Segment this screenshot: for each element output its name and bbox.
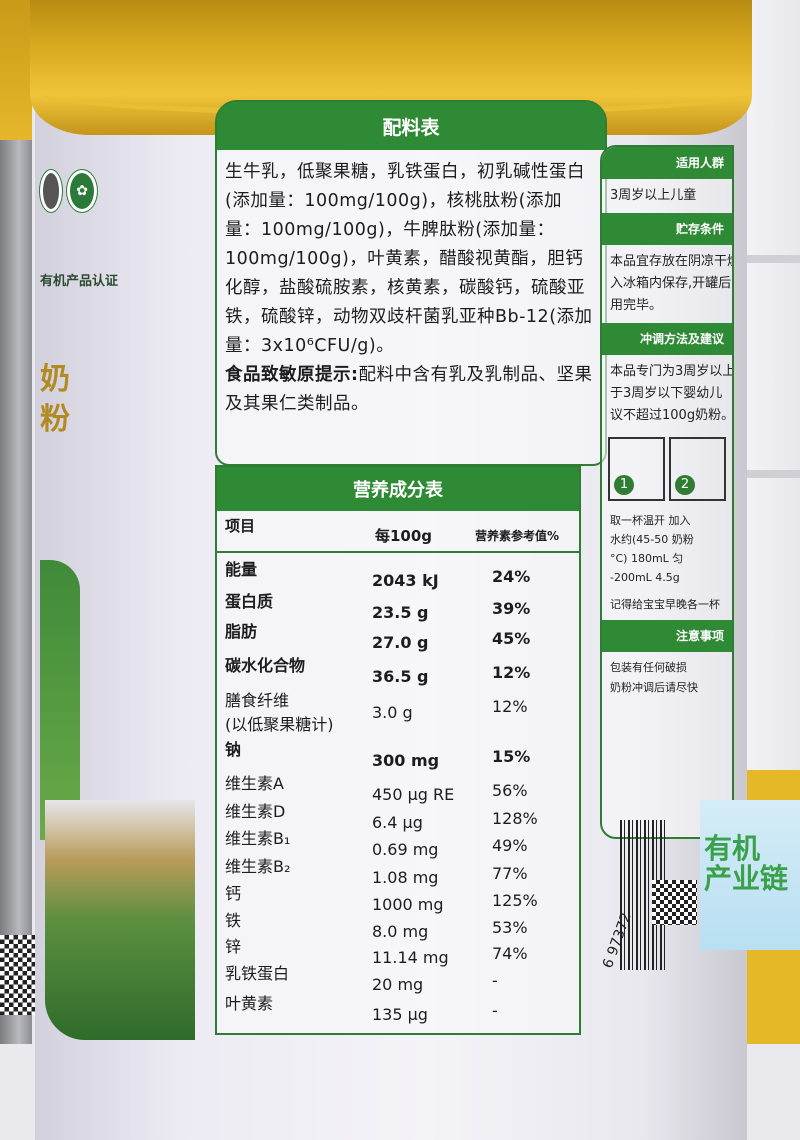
prep-line: 于3周岁以下婴幼儿 [610, 386, 723, 401]
nutrient-value: 450 μg RE [372, 785, 455, 804]
landscape-illustration [45, 800, 195, 1040]
nutrient-name: 能量 [225, 560, 258, 579]
nutrient-name: 膳食纤维 (以低聚果糖计) [225, 691, 334, 734]
storage-line: 入冰箱内保存,开罐后 [610, 276, 732, 291]
side-info-panel: 适用人群 3周岁以上儿童 贮存条件 本品宜存放在阴凉干燥处 入冰箱内保存,开罐后… [600, 145, 734, 839]
green-swoosh [40, 560, 80, 840]
brand-vertical-text: 奶粉 [40, 362, 70, 437]
nutrition-panel: 营养成分表 项目 每100g 营养素参考值% 能量 2043 kJ 24% 蛋白质 23… [215, 465, 581, 1035]
prep-line: 本品专门为3周岁以上 [610, 364, 732, 379]
storage-text: 本品宜存放在阴凉干燥处 入冰箱内保存,开罐后 用完毕。 [602, 245, 732, 323]
header-item: 项目 [225, 517, 256, 535]
nutrient-value: 0.69 mg [372, 840, 439, 859]
nutrient-nrv: 15% [492, 747, 531, 766]
nutrient-name: 维生素A [225, 774, 284, 793]
nutrient-value: 8.0 mg [372, 922, 429, 941]
nutrient-value: 135 μg [372, 1005, 428, 1024]
allergen-text: 配料中含有乳及乳制品、坚果及其果仁类制品。 [225, 365, 593, 414]
organic-logo-icon: ✿ [67, 170, 98, 212]
step-pour-water-icon: 1 [608, 437, 665, 501]
header-nrv: 营养素参考值% [475, 529, 560, 543]
nutrient-value: 20 mg [372, 975, 424, 994]
nutrient-nrv: 39% [492, 599, 531, 618]
nutrient-name: 碳水化合物 [225, 656, 306, 675]
shelf [730, 255, 800, 263]
suitable-text: 3周岁以上儿童 [610, 188, 697, 203]
nutrient-name: 钙 [225, 884, 242, 903]
nutrient-value: 23.5 g [372, 603, 429, 622]
ingredients-panel: 配料表 生牛乳，低聚果糖，乳铁蛋白，初乳碱性蛋白(添加量：100mg/100g)… [215, 100, 607, 466]
nutrient-nrv: 49% [492, 836, 528, 855]
nutrient-name: 叶黄素 [225, 994, 274, 1013]
nutrient-name: 铁 [225, 911, 242, 930]
left-can [0, 0, 32, 1044]
note-line: 包装有任何破损 [610, 661, 687, 674]
nutrient-value: 36.5 g [372, 667, 429, 686]
prep-steps: 1 2 [602, 433, 732, 505]
nutrient-nrv: 125% [492, 891, 538, 910]
prep-title: 冲调方法及建议 [602, 323, 732, 355]
nutrient-nrv: 56% [492, 781, 528, 800]
cert-logo-icon [40, 170, 62, 212]
ingredients-list: 生牛乳，低聚果糖，乳铁蛋白，初乳碱性蛋白(添加量：100mg/100g)，核桃肽… [225, 162, 593, 356]
step-text: 取一杯温开 加入 水约(45-50 奶粉 °C) 180mL 匀 -200mL … [602, 505, 732, 620]
shelf [730, 470, 800, 478]
nutrient-value: 3.0 g [372, 703, 413, 722]
storage-line: 用完毕。 [610, 298, 663, 313]
nutrient-name: 蛋白质 [225, 592, 274, 611]
storage-line: 本品宜存放在阴凉干燥处 [610, 254, 732, 269]
nutrient-nrv: 12% [492, 663, 531, 682]
nutrient-value: 300 mg [372, 751, 440, 770]
qr-code [652, 880, 697, 925]
certification-logos: ✿ [40, 170, 98, 212]
nutrient-nrv: 128% [492, 809, 538, 828]
note-text: 包装有任何破损 奶粉冲调后请尽快 [602, 652, 732, 704]
step-line: -200mL 4.5g [610, 571, 680, 584]
nutrient-name: 乳铁蛋白 [225, 964, 290, 983]
nutrient-nrv: 77% [492, 864, 528, 883]
background-can-label: 有机 产业链 [700, 800, 800, 950]
ingredients-title: 配料表 [217, 102, 605, 150]
nutrient-nrv: 53% [492, 918, 528, 937]
nutrient-name: 钠 [225, 740, 242, 759]
allergen-label: 食品致敏原提示: [225, 365, 359, 385]
step-number: 1 [614, 475, 634, 495]
nutrient-name: 维生素D [225, 802, 286, 821]
step-line: 取一杯温开 加入 [610, 514, 691, 527]
ingredients-text: 生牛乳，低聚果糖，乳铁蛋白，初乳碱性蛋白(添加量：100mg/100g)，核桃肽… [217, 150, 605, 419]
nutrition-title: 营养成分表 [217, 467, 579, 511]
nutrient-value: 2043 kJ [372, 571, 439, 590]
nutrient-nrv: 12% [492, 697, 528, 716]
nutrient-nrv: - [492, 971, 498, 990]
left-can-lid [0, 0, 32, 140]
step-line: 水约(45-50 奶粉 [610, 533, 694, 546]
header-per100g: 每100g [375, 527, 433, 545]
nutrient-nrv: 74% [492, 944, 528, 963]
background-can-text: 有机 产业链 [704, 832, 789, 895]
nutrient-nrv: 24% [492, 567, 531, 586]
step-line: °C) 180mL 匀 [610, 552, 684, 565]
nutrient-nrv: - [492, 1001, 498, 1020]
storage-title: 贮存条件 [602, 213, 732, 245]
nutrient-name: 维生素B₁ [225, 829, 291, 848]
nutrient-nrv: 45% [492, 629, 531, 648]
nutrient-value: 1000 mg [372, 895, 444, 914]
nutrient-value: 1.08 mg [372, 868, 439, 887]
nutrient-value: 11.14 mg [372, 948, 449, 967]
nutrient-value: 6.4 μg [372, 813, 423, 832]
reminder-text: 记得给宝宝早晚各一杯 [610, 598, 720, 611]
nutrient-value: 27.0 g [372, 633, 429, 652]
nutrient-name: 维生素B₂ [225, 857, 291, 876]
nutrient-name: 锌 [225, 937, 242, 956]
prep-line: 议不超过100g奶粉。 [610, 408, 732, 423]
suitable-title: 适用人群 [602, 147, 732, 179]
note-line: 奶粉冲调后请尽快 [610, 681, 698, 694]
step-number: 2 [675, 475, 695, 495]
step-add-powder-icon: 2 [669, 437, 726, 501]
prep-text: 本品专门为3周岁以上 于3周岁以下婴幼儿 议不超过100g奶粉。 [602, 355, 732, 433]
nutrition-header-row: 项目 每100g 营养素参考值% [217, 511, 579, 553]
nutrient-name: 脂肪 [225, 622, 258, 641]
note-title: 注意事项 [602, 620, 732, 652]
cert-text: 有机产品认证 [40, 274, 119, 289]
